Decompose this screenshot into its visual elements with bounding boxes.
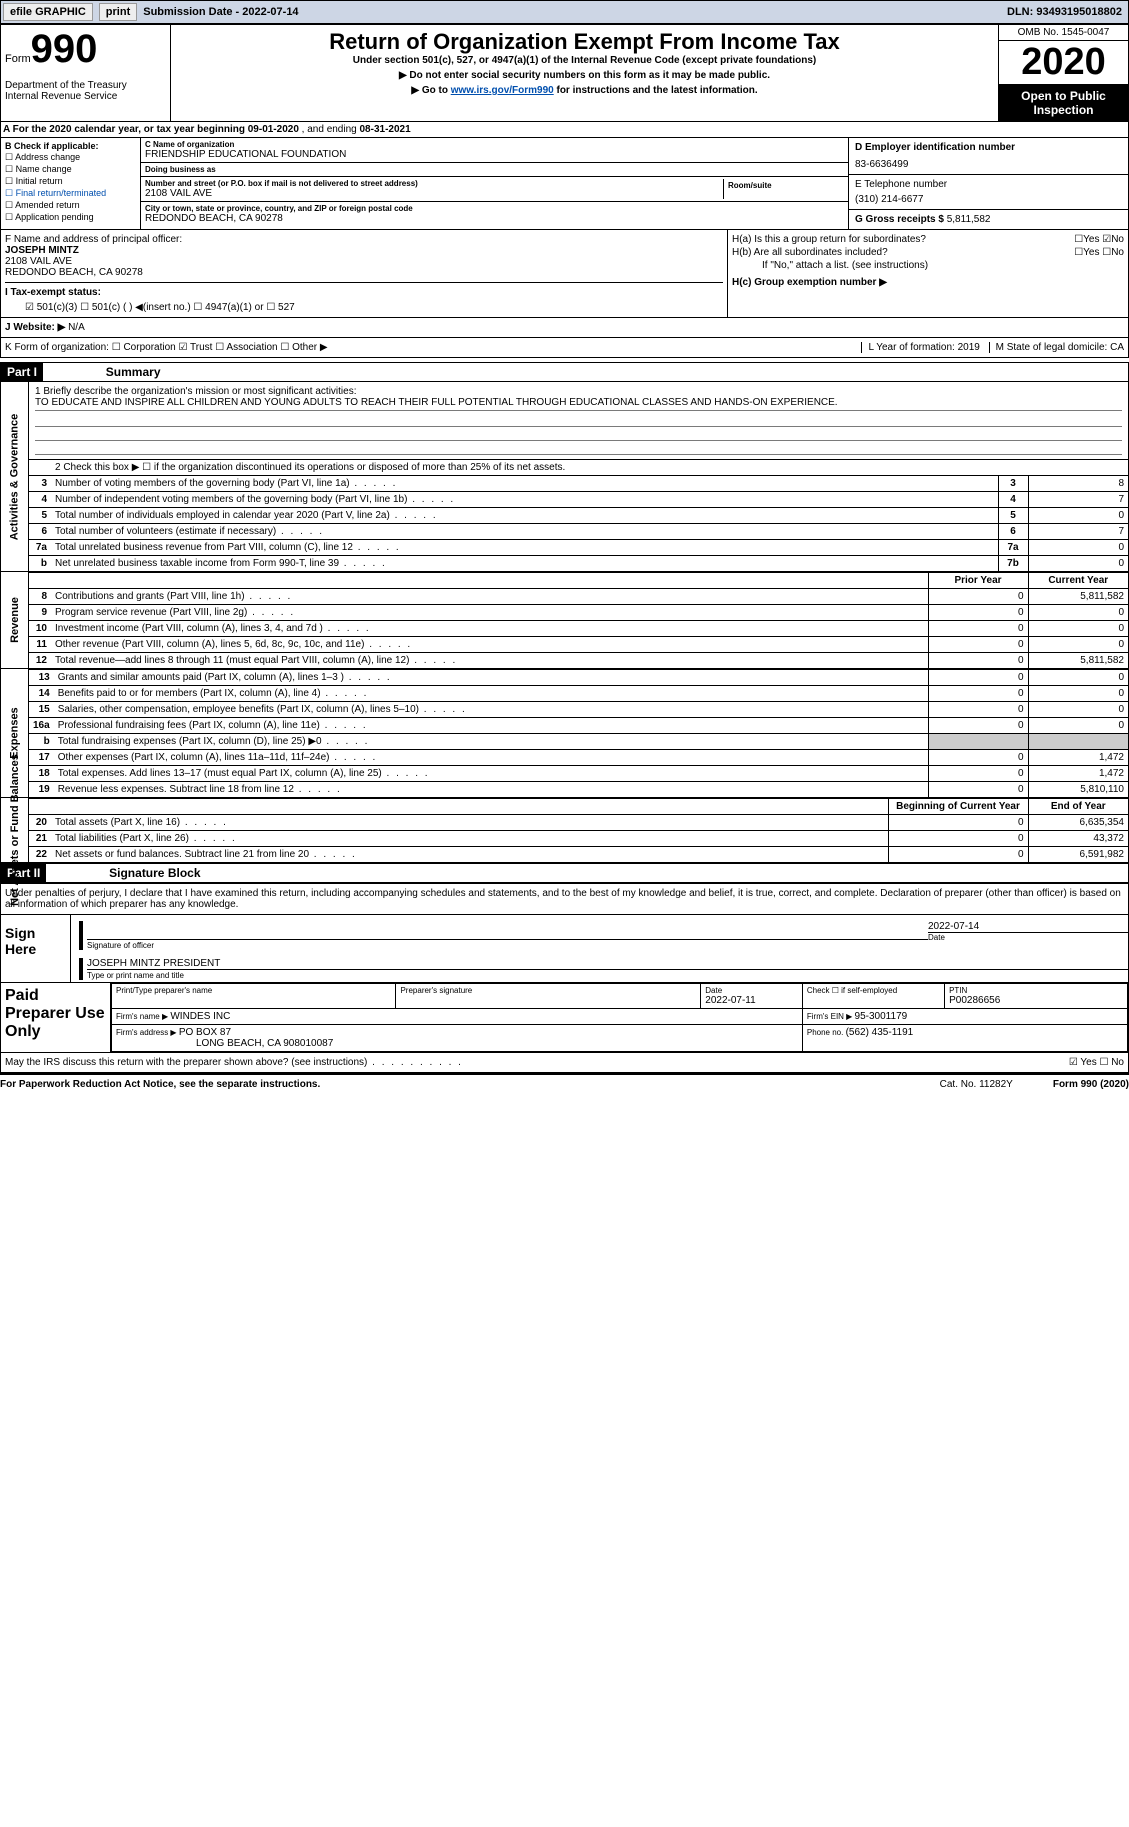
- org-address: 2108 VAIL AVE: [145, 188, 723, 199]
- table-row: 11Other revenue (Part VIII, column (A), …: [29, 637, 1128, 653]
- officer-signature[interactable]: Signature of officer: [79, 921, 928, 950]
- chk-address-change[interactable]: ☐ Address change: [5, 152, 136, 163]
- signature-block: Under penalties of perjury, I declare th…: [0, 883, 1129, 1053]
- table-row: 22Net assets or fund balances. Subtract …: [29, 847, 1128, 863]
- dept-label: Department of the Treasury Internal Reve…: [5, 80, 166, 102]
- telephone: (310) 214-6677: [855, 194, 1122, 205]
- table-row: 6Total number of volunteers (estimate if…: [29, 524, 1128, 540]
- form-title: Return of Organization Exempt From Incom…: [175, 29, 994, 55]
- firm-ein: 95-3001179: [855, 1011, 908, 1022]
- mission-label: 1 Briefly describe the organization's mi…: [35, 386, 1122, 397]
- vtab-netassets: Net Assets or Fund Balances: [1, 798, 29, 862]
- chk-amended[interactable]: ☐ Amended return: [5, 200, 136, 211]
- group-return[interactable]: ☐Yes ☑No: [1074, 234, 1124, 245]
- officer-printed-name: JOSEPH MINTZ PRESIDENT Type or print nam…: [79, 958, 1128, 980]
- group-exemption: H(c) Group exemption number ▶: [732, 277, 887, 288]
- instructions-link[interactable]: www.irs.gov/Form990: [451, 85, 554, 96]
- org-city: REDONDO BEACH, CA 90278: [145, 213, 844, 224]
- table-row: 10Investment income (Part VIII, column (…: [29, 621, 1128, 637]
- form-number-box: Form990 Department of the Treasury Inter…: [1, 25, 171, 121]
- table-row: 20Total assets (Part X, line 16)06,635,3…: [29, 815, 1128, 831]
- check-applicable: B Check if applicable: ☐ Address change …: [1, 138, 141, 229]
- may-discuss-answer[interactable]: ☑ Yes ☐ No: [1069, 1057, 1124, 1068]
- form-org-row: K Form of organization: ☐ Corporation ☑ …: [0, 338, 1129, 358]
- org-info: C Name of organization FRIENDSHIP EDUCAT…: [141, 138, 848, 229]
- table-row: 8Contributions and grants (Part VIII, li…: [29, 589, 1128, 605]
- firm-name: WINDES INC: [170, 1011, 230, 1022]
- sign-here-label: Sign Here: [1, 915, 71, 982]
- declaration-text: Under penalties of perjury, I declare th…: [1, 884, 1128, 914]
- ein: 83-6636499: [855, 159, 1122, 170]
- page-footer: For Paperwork Reduction Act Notice, see …: [0, 1073, 1129, 1094]
- table-row: bTotal fundraising expenses (Part IX, co…: [29, 734, 1128, 750]
- governance-table: 2 Check this box ▶ ☐ if the organization…: [29, 459, 1128, 571]
- preparer-grid: Print/Type preparer's name Preparer's si…: [111, 983, 1128, 1052]
- submission-date: Submission Date - 2022-07-14: [143, 6, 298, 18]
- table-row: 7aTotal unrelated business revenue from …: [29, 540, 1128, 556]
- entity-info: B Check if applicable: ☐ Address change …: [0, 138, 1129, 230]
- table-row: 3Number of voting members of the governi…: [29, 476, 1128, 492]
- subordinates-included[interactable]: ☐Yes ☐No: [1074, 247, 1124, 258]
- chk-initial-return[interactable]: ☐ Initial return: [5, 176, 136, 187]
- chk-application-pending[interactable]: ☐ Application pending: [5, 212, 136, 223]
- table-row: 17Other expenses (Part IX, column (A), l…: [29, 750, 1128, 766]
- efile-button[interactable]: efile GRAPHIC: [3, 3, 93, 21]
- table-row: 16aProfessional fundraising fees (Part I…: [29, 718, 1128, 734]
- firm-address: LONG BEACH, CA 908010087: [116, 1038, 798, 1049]
- paid-preparer-label: Paid Preparer Use Only: [1, 983, 111, 1052]
- vtab-governance: Activities & Governance: [1, 382, 29, 571]
- ptin: P00286656: [949, 995, 1123, 1006]
- right-info: D Employer identification number 83-6636…: [848, 138, 1128, 229]
- table-row: 21Total liabilities (Part X, line 26)043…: [29, 831, 1128, 847]
- table-row: 14Benefits paid to or for members (Part …: [29, 686, 1128, 702]
- table-row: 9Program service revenue (Part VIII, lin…: [29, 605, 1128, 621]
- mission-text: TO EDUCATE AND INSPIRE ALL CHILDREN AND …: [35, 397, 1122, 411]
- toolbar: efile GRAPHIC print Submission Date - 20…: [0, 0, 1129, 24]
- table-row: 5Total number of individuals employed in…: [29, 508, 1128, 524]
- expenses-table: 13Grants and similar amounts paid (Part …: [29, 669, 1128, 797]
- tax-year-line: A For the 2020 calendar year, or tax yea…: [0, 122, 1129, 138]
- table-row: 19Revenue less expenses. Subtract line 1…: [29, 782, 1128, 798]
- dln: DLN: 93493195018802: [1007, 6, 1126, 18]
- vtab-revenue: Revenue: [1, 572, 29, 668]
- year-box: OMB No. 1545-0047 2020 Open to Public In…: [998, 25, 1128, 121]
- netassets-table: Beginning of Current YearEnd of Year 20T…: [29, 798, 1128, 862]
- website-row: J Website: ▶ N/A: [0, 318, 1129, 338]
- state-domicile: M State of legal domicile: CA: [989, 342, 1124, 353]
- form-header: Form990 Department of the Treasury Inter…: [0, 24, 1129, 122]
- table-row: 15Salaries, other compensation, employee…: [29, 702, 1128, 718]
- revenue-table: Prior YearCurrent Year 8Contributions an…: [29, 572, 1128, 668]
- officer-group: F Name and address of principal officer:…: [0, 230, 1129, 318]
- self-employed-check[interactable]: Check ☐ if self-employed: [807, 986, 940, 995]
- part2-header: Part II Signature Block: [0, 863, 1129, 883]
- org-name: FRIENDSHIP EDUCATIONAL FOUNDATION: [145, 149, 844, 160]
- part1-header: Part I Summary: [0, 362, 1129, 382]
- table-row: bNet unrelated business taxable income f…: [29, 556, 1128, 572]
- table-row: 12Total revenue—add lines 8 through 11 (…: [29, 653, 1128, 669]
- officer-name: JOSEPH MINTZ: [5, 245, 723, 256]
- form-title-box: Return of Organization Exempt From Incom…: [171, 25, 998, 121]
- table-row: 18Total expenses. Add lines 13–17 (must …: [29, 766, 1128, 782]
- form-of-org[interactable]: K Form of organization: ☐ Corporation ☑ …: [5, 342, 328, 353]
- table-row: 4Number of independent voting members of…: [29, 492, 1128, 508]
- may-irs-discuss: May the IRS discuss this return with the…: [0, 1053, 1129, 1073]
- signature-date: 2022-07-14: [928, 921, 1128, 932]
- chk-final-return[interactable]: ☐ Final return/terminated: [5, 188, 136, 199]
- chk-name-change[interactable]: ☐ Name change: [5, 164, 136, 175]
- discontinued-check[interactable]: 2 Check this box ▶ ☐ if the organization…: [51, 460, 1128, 476]
- gross-receipts: 5,811,582: [947, 214, 991, 225]
- print-button[interactable]: print: [99, 3, 137, 21]
- year-formation: L Year of formation: 2019: [861, 342, 979, 353]
- firm-phone: (562) 435-1191: [846, 1027, 914, 1038]
- tax-exempt-status[interactable]: ☑ 501(c)(3) ☐ 501(c) ( ) ◀(insert no.) ☐…: [5, 302, 723, 313]
- table-row: 13Grants and similar amounts paid (Part …: [29, 670, 1128, 686]
